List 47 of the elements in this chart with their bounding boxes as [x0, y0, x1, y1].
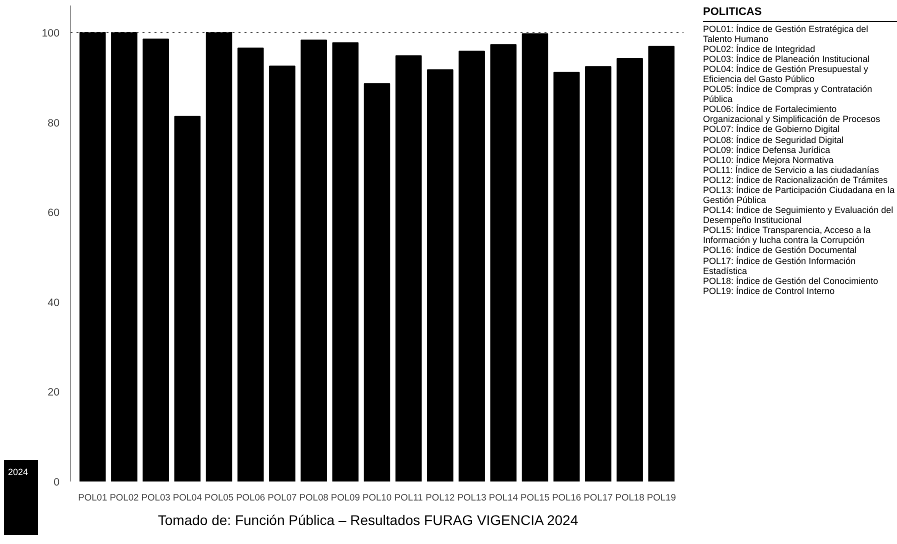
x-tick-label: POL19 [646, 492, 676, 502]
x-tick-label: POL09 [330, 492, 360, 502]
text: POL06: Índice de Fortalecimiento Organizacional y Simplificación de Procesos [703, 104, 882, 124]
text: 2024 [8, 466, 28, 479]
x-tick-label: POL01 [78, 492, 108, 502]
x-tick-label: POL12 [426, 492, 455, 502]
text: POL05: Índice de Compras y Contratación Pública [703, 84, 874, 104]
y-tick-label: 80 [48, 117, 60, 130]
x-tick-label: POL07 [268, 492, 297, 502]
x-tick-label: POL15 [520, 492, 550, 502]
x-tick-label: POL11 [394, 492, 423, 502]
x-tick-label: POL18 [615, 492, 644, 502]
x-tick-label: POL05 [204, 492, 234, 502]
x-tick-label: POL08 [299, 492, 328, 502]
x-tick-label: POL04 [172, 492, 202, 502]
text: POL17: Índice de Gestión Información Estadística [703, 256, 857, 276]
text: POL01: Índice de Gestión Estratégica del Talento Humano [703, 24, 870, 44]
y-tick-label: 20 [48, 386, 60, 399]
x-tick-label: POL13 [457, 492, 486, 502]
y-tick-label: 60 [48, 207, 60, 220]
text: POL07: Índice de Gobierno Digital [703, 124, 841, 135]
text: POL11: Índice de Servicio a las ciudadanías [703, 164, 880, 175]
x-tick-label: POL02 [110, 492, 139, 502]
text: POL14: Índice de Seguimiento y Evaluación del Desempeño Institucional [703, 205, 894, 226]
y-tick-label: 40 [48, 296, 60, 309]
x-tick-label: POL14 [488, 492, 518, 502]
text: POL02: Índice de Integridad [703, 44, 816, 54]
x-tick-label: POL03 [141, 492, 170, 502]
text: POL10: Índice Mejora Normativa [703, 154, 835, 165]
y-tick-label: 0 [54, 476, 60, 488]
text: Tomado de: Función Pública – Resultados FURAG VIGENCIA 2024 [158, 511, 578, 530]
x-tick-label: POL10 [362, 492, 392, 502]
text: POL18: Índice de Gestión del Conocimiento [703, 276, 880, 286]
text: POL15: Índice Transparencia, Acceso a la Información y lucha contra la Corrupción [703, 225, 872, 246]
text: POL19: Índice de Control Interno [703, 286, 836, 296]
text: POL16: Índice de Gestión Documental [703, 245, 858, 256]
text: POL04: Índice de Gestión Presupuestal y Eficiencia del Gasto Público [703, 64, 870, 84]
x-tick-label: POL16 [552, 492, 582, 502]
x-tick-label: POL06 [236, 492, 266, 502]
text: POL03: Índice de Planeación Institucional [703, 54, 871, 64]
text: POL08: Índice de Seguridad Digital [703, 134, 845, 145]
text: POL13: Índice de Participación Ciudadana en la Gestión Pública [703, 184, 896, 206]
x-tick-label: POL17 [584, 492, 613, 502]
legend-title: POLITICAS [703, 5, 897, 22]
y-tick-label: 100 [42, 27, 60, 40]
text: POL12: Índice de Racionalización de Trámites [703, 174, 889, 185]
text: POL09: Índice Defensa Jurídica [703, 144, 830, 155]
